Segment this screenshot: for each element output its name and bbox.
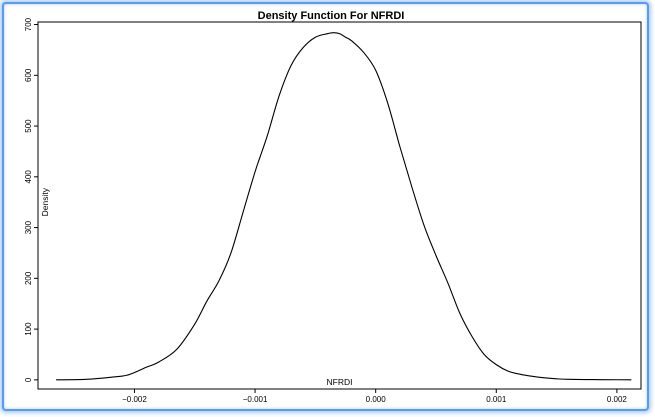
y-tick-label: 600 — [24, 68, 33, 82]
plot-area — [56, 32, 632, 381]
x-axis-label: NFRDI — [327, 377, 353, 387]
density-chart: Density Function For NFRDI −0.002 −0.001 0… — [24, 10, 642, 404]
y-axis-label: Density — [40, 187, 50, 216]
density-line — [56, 32, 632, 381]
x-tick-label: 0.000 — [366, 395, 387, 404]
x-tick-label: −0.002 — [122, 395, 147, 404]
y-tick-label: 400 — [24, 170, 33, 184]
x-tick-label: 0.001 — [486, 395, 507, 404]
plot-frame: Density Function For NFRDI −0.002 −0.001 0… — [2, 2, 649, 411]
axes: −0.002 −0.001 0.000 0.001 0.002 0 100 200 300 400… — [24, 17, 642, 404]
y-tick-label: 100 — [24, 322, 33, 336]
y-tick-label: 0 — [24, 377, 33, 382]
y-tick-label: 200 — [24, 271, 33, 285]
y-tick-label: 500 — [24, 119, 33, 133]
y-tick-label: 300 — [24, 220, 33, 234]
y-tick-label: 700 — [24, 17, 33, 31]
x-tick-label: 0.002 — [607, 395, 628, 404]
plot-box — [37, 21, 642, 390]
x-tick-label: −0.001 — [243, 395, 268, 404]
chart-title: Density Function For NFRDI — [258, 10, 405, 22]
